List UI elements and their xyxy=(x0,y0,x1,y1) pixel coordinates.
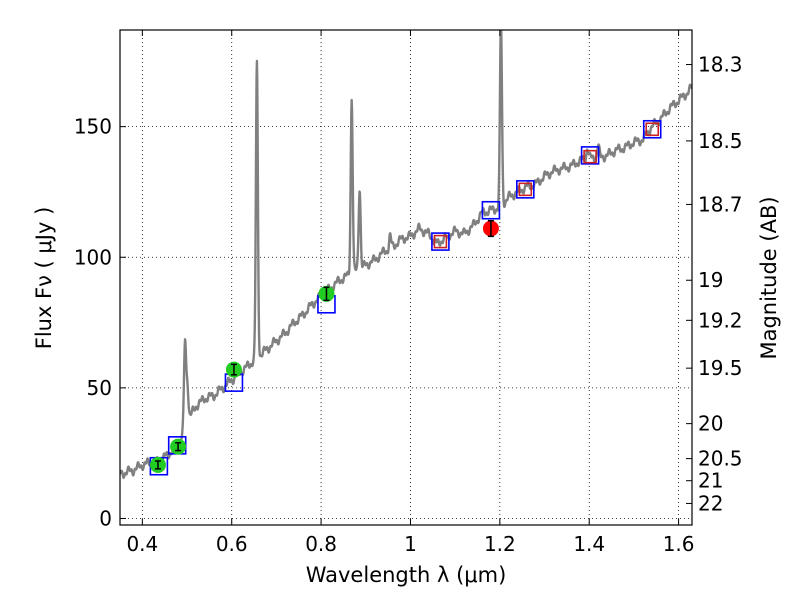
y2-tick-label: 20 xyxy=(698,412,723,436)
axes-frame xyxy=(119,29,693,526)
x-tick-label: 0.8 xyxy=(305,532,337,556)
red-model-box xyxy=(518,182,533,197)
red-model-box xyxy=(433,234,448,249)
y2-tick-label: 20.5 xyxy=(698,447,743,471)
x-tick-label: 0.6 xyxy=(216,532,248,556)
blue-model-box xyxy=(516,180,535,199)
grid xyxy=(120,30,692,525)
ticks: 0.4 0.6 0.8 1 1.2 1.4 1.6 0 50 100 150 18.3 18.5 18.7… xyxy=(74,30,743,556)
y2-tick-label: 18.3 xyxy=(698,53,743,77)
y2-tick-label: 18.7 xyxy=(698,192,743,216)
blue-model-box xyxy=(481,200,501,220)
y2-tick-label: 21 xyxy=(698,469,723,493)
y2-tick-label: 19.5 xyxy=(698,356,743,380)
x-tick-label: 1.4 xyxy=(573,532,605,556)
y-tick-label: 50 xyxy=(87,376,112,400)
y-tick-label: 150 xyxy=(74,115,112,139)
y2-tick-label: 19 xyxy=(698,268,723,292)
x-tick-label: 0.4 xyxy=(126,532,158,556)
blue-model-box xyxy=(431,232,450,251)
x-tick-label: 1.2 xyxy=(484,532,516,556)
y-tick-label: 100 xyxy=(74,245,112,269)
y2-tick-label: 19.2 xyxy=(698,308,743,332)
y2-tick-label: 22 xyxy=(698,491,723,515)
blue-model-box xyxy=(642,119,662,139)
y2-tick-label: 18.5 xyxy=(698,129,743,153)
x-tick-label: 1 xyxy=(404,532,417,556)
red-model-box xyxy=(645,122,660,137)
x-tick-label: 1.6 xyxy=(663,532,695,556)
y2-axis-label: Magnitude (AB) xyxy=(757,196,781,359)
blue-model-box xyxy=(580,146,600,165)
y-tick-label: 0 xyxy=(99,506,112,530)
red-model-box xyxy=(583,149,597,164)
x-axis-label: Wavelength λ (μm) xyxy=(306,563,507,587)
y-axis-label: Flux Fν ( μJy ) xyxy=(32,207,56,350)
plot-area xyxy=(120,30,692,479)
